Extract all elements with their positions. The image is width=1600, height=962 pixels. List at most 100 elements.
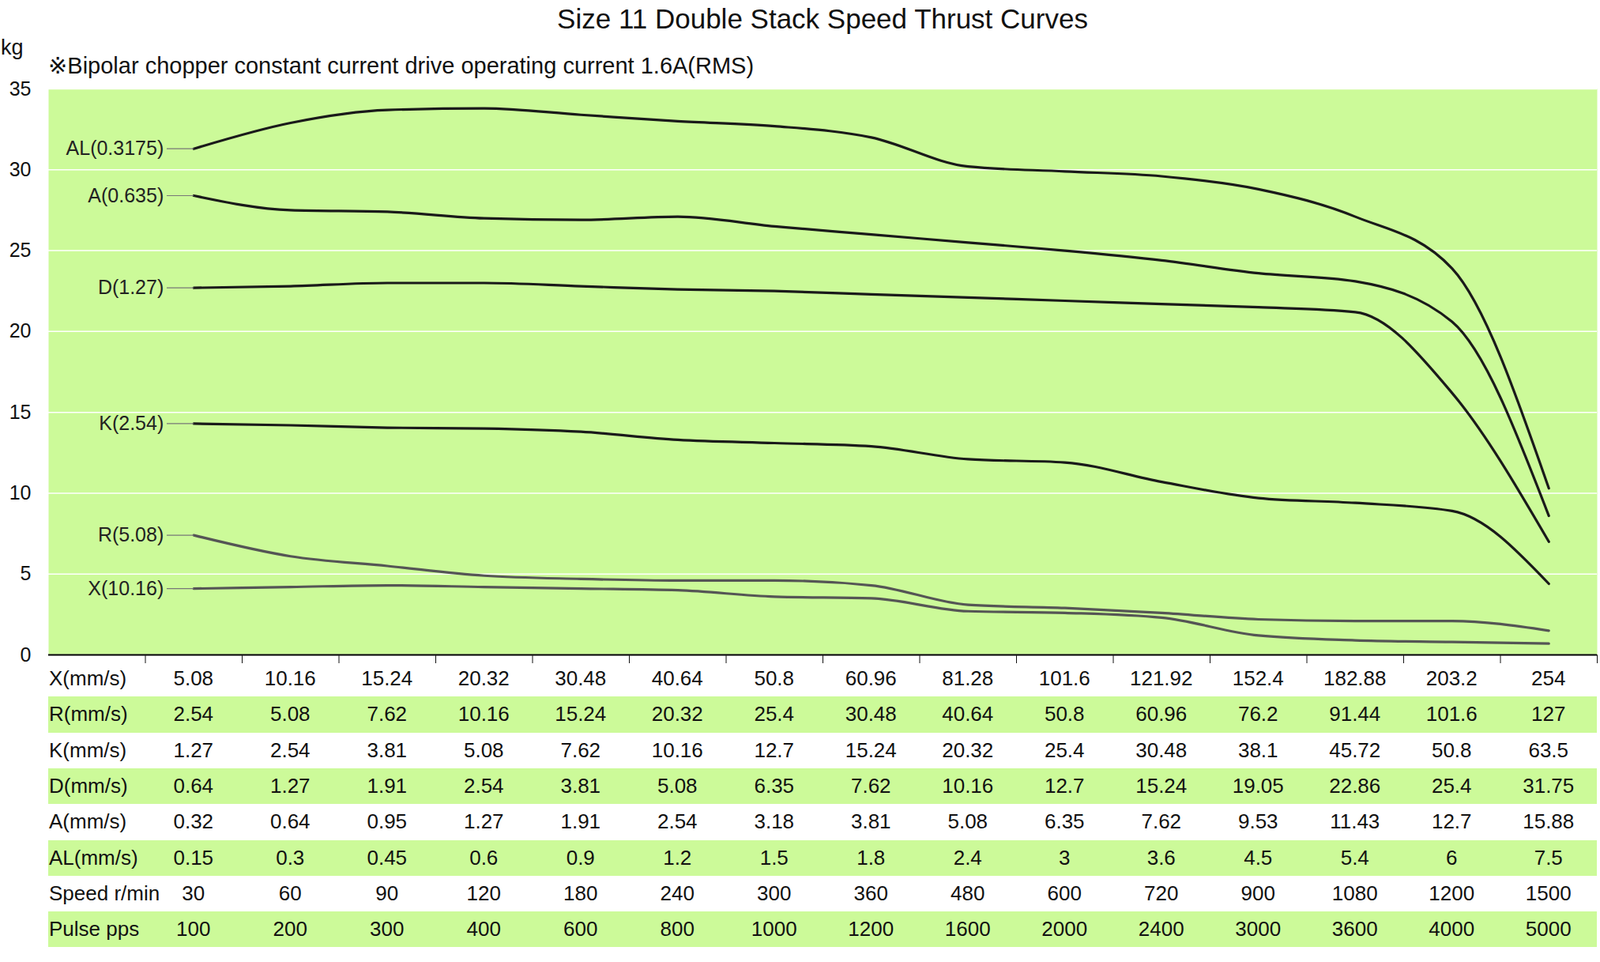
html-text:15.24: 15.24 (845, 737, 897, 762)
html-text:19.05: 19.05 (1232, 773, 1284, 798)
html-text:12.7: 12.7 (1044, 773, 1085, 798)
html-text:2400: 2400 (1138, 916, 1185, 941)
html-text:2.54: 2.54 (270, 737, 311, 762)
html-text:10.16: 10.16 (651, 737, 704, 762)
html-text:3000: 3000 (1235, 916, 1281, 941)
html-text:101.6: 101.6 (1425, 701, 1478, 726)
html-text:120: 120 (466, 880, 501, 905)
svg-text:0: 0 (20, 643, 32, 666)
html-text:91.44: 91.44 (1329, 701, 1381, 726)
html-text:127: 127 (1531, 701, 1566, 726)
html-text:25.4: 25.4 (754, 701, 795, 726)
html-text:15.24: 15.24 (1135, 773, 1188, 798)
html-text:7.62: 7.62 (850, 773, 891, 798)
html-text:5.08: 5.08 (270, 701, 311, 726)
html-text:1200: 1200 (848, 916, 894, 941)
html-text:10.16: 10.16 (458, 701, 510, 726)
html-text:2000: 2000 (1041, 916, 1088, 941)
html-text:5.08: 5.08 (657, 773, 698, 798)
svg-text:5: 5 (20, 561, 32, 584)
svg-text:K(2.54): K(2.54) (98, 411, 164, 434)
html-text:60.96: 60.96 (1135, 701, 1188, 726)
html-text:5.08: 5.08 (173, 666, 214, 690)
svg-text:15: 15 (9, 400, 32, 423)
html-text:0.64: 0.64 (173, 773, 214, 798)
html-text:720: 720 (1144, 880, 1179, 905)
html-text:Speed r/min: Speed r/min (48, 880, 160, 905)
html-text:400: 400 (466, 916, 501, 941)
svg-text:35: 35 (9, 77, 32, 100)
html-text:38.1: 38.1 (1238, 737, 1279, 762)
html-text:40.64: 40.64 (941, 701, 994, 726)
svg-text:20: 20 (9, 319, 32, 342)
html-text:31.75: 31.75 (1522, 773, 1575, 798)
html-text:63.5: 63.5 (1528, 737, 1569, 762)
html-text:20.32: 20.32 (651, 701, 704, 726)
html-text:1.27: 1.27 (270, 773, 311, 798)
html-text:3.81: 3.81 (366, 737, 407, 762)
html-text:K(mm/s): K(mm/s) (48, 737, 127, 762)
html-text:1080: 1080 (1331, 880, 1378, 905)
html-text:5.08: 5.08 (463, 737, 504, 762)
html-text:7.62: 7.62 (560, 737, 601, 762)
svg-text:25: 25 (9, 238, 32, 261)
svg-text:D(1.27): D(1.27) (97, 275, 164, 298)
html-text:2.54: 2.54 (463, 773, 504, 798)
html-text:15.24: 15.24 (361, 666, 413, 690)
svg-text:A(0.635): A(0.635) (87, 184, 164, 207)
html-text:Size 11 Double Stack Speed Thr: Size 11 Double Stack Speed Thrust Curves (557, 3, 1088, 34)
html-text:240: 240 (660, 880, 695, 905)
html-text:1.91: 1.91 (366, 773, 407, 798)
html-text:1000: 1000 (751, 916, 797, 941)
html-text:D(mm/s): D(mm/s) (48, 773, 128, 798)
html-text:600: 600 (563, 916, 598, 941)
html-text:50.8: 50.8 (1431, 737, 1472, 762)
html-text:45.72: 45.72 (1329, 737, 1381, 762)
html-text:900: 900 (1240, 880, 1276, 905)
html-text:20.32: 20.32 (458, 666, 510, 690)
html-text:1600: 1600 (944, 916, 991, 941)
html-text:12.7: 12.7 (754, 737, 795, 762)
html-text:※Bipolar chopper constant curr: ※Bipolar chopper constant current drive … (48, 52, 754, 79)
html-text:30.48: 30.48 (845, 701, 897, 726)
html-text:30.48: 30.48 (1135, 737, 1188, 762)
html-text:300: 300 (369, 916, 405, 941)
html-text:180: 180 (563, 880, 598, 905)
html-text:50.8: 50.8 (1044, 701, 1085, 726)
html-text:7.62: 7.62 (366, 701, 407, 726)
html-text:25.4: 25.4 (1431, 773, 1472, 798)
html-text:1500: 1500 (1525, 880, 1572, 905)
html-text:800: 800 (660, 916, 695, 941)
svg-text:R(5.08): R(5.08) (97, 523, 164, 546)
html-text:25.4: 25.4 (1044, 737, 1085, 762)
html-text:Pulse pps: Pulse pps (48, 916, 140, 941)
html-text:1200: 1200 (1428, 880, 1475, 905)
html-text:76.2: 76.2 (1238, 701, 1279, 726)
svg-text:30: 30 (9, 158, 32, 181)
html-text:360: 360 (853, 880, 889, 905)
html-text:5000: 5000 (1525, 916, 1572, 941)
html-text:R(mm/s): R(mm/s) (48, 701, 128, 726)
html-text:1.27: 1.27 (173, 737, 214, 762)
html-text:3600: 3600 (1331, 916, 1378, 941)
html-text:X(mm/s): X(mm/s) (48, 666, 127, 690)
html-text:600: 600 (1047, 880, 1082, 905)
html-text:15.24: 15.24 (554, 701, 607, 726)
html-text:kg: kg (0, 35, 24, 60)
html-text:2.54: 2.54 (173, 701, 214, 726)
svg-text:10: 10 (9, 481, 32, 504)
html-text:6.35: 6.35 (754, 773, 795, 798)
svg-text:AL(0.3175): AL(0.3175) (66, 136, 165, 159)
html-text:480: 480 (950, 880, 985, 905)
html-text:10.16: 10.16 (264, 666, 316, 690)
html-text:3.81: 3.81 (560, 773, 601, 798)
html-text:200: 200 (273, 916, 308, 941)
html-text:300: 300 (757, 880, 792, 905)
html-text:20.32: 20.32 (941, 737, 994, 762)
html-text:30.48: 30.48 (554, 666, 607, 690)
html-text:4000: 4000 (1428, 916, 1475, 941)
html-text:10.16: 10.16 (941, 773, 994, 798)
html-text:22.86: 22.86 (1329, 773, 1381, 798)
svg-text:X(10.16): X(10.16) (87, 576, 164, 599)
html-text:100: 100 (176, 916, 211, 941)
